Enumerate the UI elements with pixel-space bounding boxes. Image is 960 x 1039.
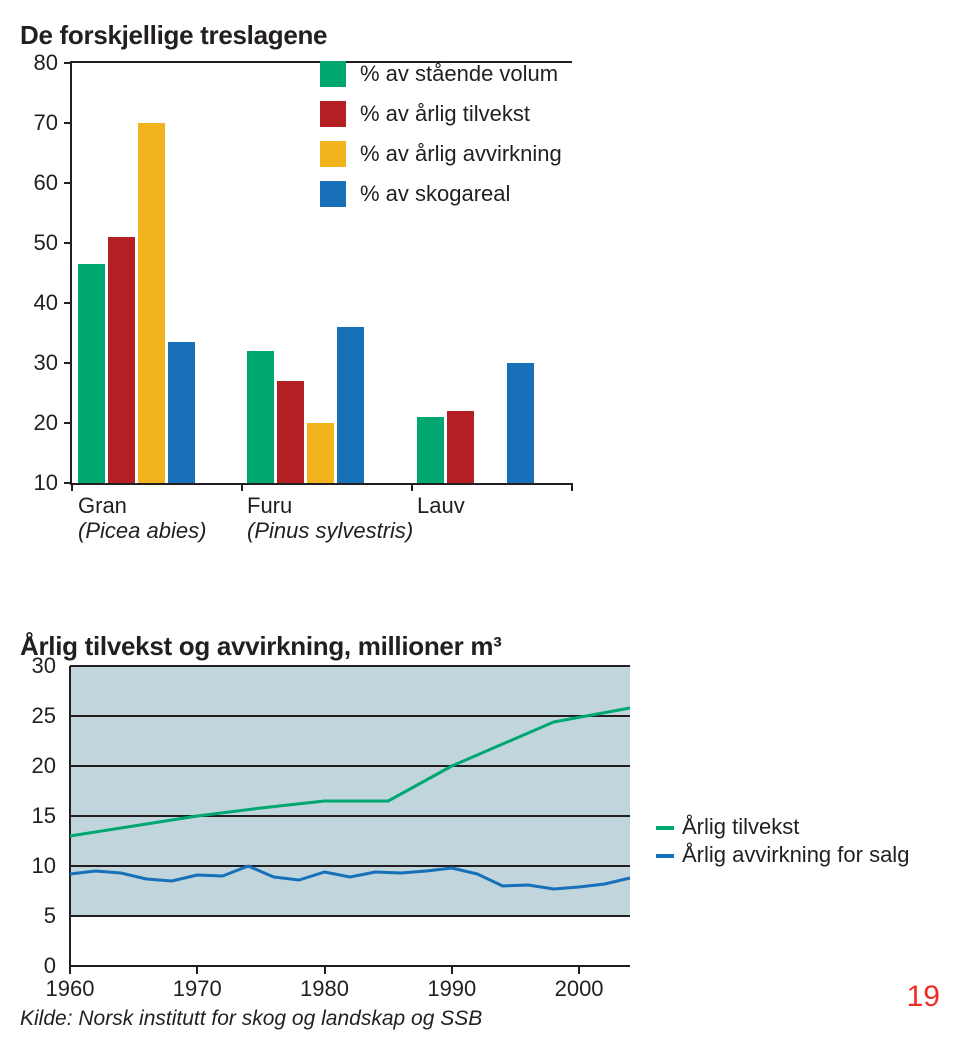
bar-category-label: Furu(Pinus sylvestris) [247, 493, 413, 544]
legend-swatch [320, 61, 346, 87]
bar-chart-legend: % av stående volum % av årlig tilvekst % a… [320, 61, 562, 221]
bar-y-label: 10 [34, 472, 58, 494]
bar-gran-volum [78, 264, 105, 483]
series-avvirk [70, 866, 630, 889]
line-y-label: 20 [32, 755, 56, 777]
line-chart-legend: Årlig tilvekst Årlig avvirkning for salg [656, 814, 909, 870]
line-legend-label: Årlig avvirkning for salg [682, 842, 909, 867]
line-chart-plot-area: 05101520253019601970198019902000 [70, 666, 630, 966]
series-tilvekst [70, 708, 630, 836]
bar-chart-title: De forskjellige treslagene [20, 20, 930, 51]
bar-y-label: 60 [34, 172, 58, 194]
line-legend-label: Årlig tilvekst [682, 814, 799, 839]
line-chart-svg [70, 666, 630, 966]
bar-x-tick [411, 483, 413, 491]
bar-lauv-areal [507, 363, 534, 483]
bar-y-label: 80 [34, 52, 58, 74]
line-y-label: 30 [32, 655, 56, 677]
legend-swatch [320, 141, 346, 167]
bar-gran-areal [168, 342, 195, 483]
bar-y-label: 30 [34, 352, 58, 374]
legend-label: % av skogareal [360, 181, 510, 207]
bar-y-tick [64, 182, 72, 184]
bar-category-label: Gran(Picea abies) [78, 493, 206, 544]
legend-swatch [320, 181, 346, 207]
source-caption: Kilde: Norsk institutt for skog og lands… [20, 1007, 482, 1031]
bar-chart: 1020304050607080Gran(Picea abies)Furu(Pi… [20, 61, 930, 531]
bar-x-tick [241, 483, 243, 491]
line-x-tick [324, 966, 326, 974]
bar-y-label: 50 [34, 232, 58, 254]
bar-gran-avvirk [138, 123, 165, 483]
line-x-label: 2000 [555, 976, 604, 1002]
bar-lauv-volum [417, 417, 444, 483]
legend-item-avvirk: % av årlig avvirkning [320, 141, 562, 167]
line-legend-dash [656, 854, 674, 858]
line-chart: 05101520253019601970198019902000 Årlig t… [20, 666, 930, 1016]
bar-x-tick [571, 483, 573, 491]
bar-y-tick [64, 62, 72, 64]
line-y-label: 25 [32, 705, 56, 727]
bar-x-tick [71, 483, 73, 491]
bar-y-tick [64, 122, 72, 124]
legend-label: % av årlig avvirkning [360, 141, 562, 167]
legend-item-volum: % av stående volum [320, 61, 562, 87]
line-x-tick [578, 966, 580, 974]
bar-y-label: 40 [34, 292, 58, 314]
bar-furu-avvirk [307, 423, 334, 483]
line-x-tick [196, 966, 198, 974]
bar-y-label: 70 [34, 112, 58, 134]
bar-y-tick [64, 242, 72, 244]
legend-label: % av stående volum [360, 61, 558, 87]
bar-y-tick [64, 302, 72, 304]
bar-gran-tilvekst [108, 237, 135, 483]
bar-lauv-tilvekst [447, 411, 474, 483]
bar-category-label: Lauv [417, 493, 465, 518]
line-y-label: 5 [44, 905, 56, 927]
line-x-label: 1980 [300, 976, 349, 1002]
line-legend-dash [656, 826, 674, 830]
legend-item-tilvekst: % av årlig tilvekst [320, 101, 562, 127]
bar-furu-areal [337, 327, 364, 483]
bar-y-tick [64, 362, 72, 364]
line-y-label: 15 [32, 805, 56, 827]
line-x-label: 1990 [427, 976, 476, 1002]
legend-swatch [320, 101, 346, 127]
page-number: 19 [907, 980, 940, 1014]
line-x-tick [69, 966, 71, 974]
line-x-tick [451, 966, 453, 974]
legend-item-areal: % av skogareal [320, 181, 562, 207]
bar-furu-tilvekst [277, 381, 304, 483]
line-x-label: 1970 [173, 976, 222, 1002]
line-x-label: 1960 [46, 976, 95, 1002]
bar-y-tick [64, 422, 72, 424]
line-legend-item-tilvekst: Årlig tilvekst [656, 814, 909, 840]
bar-furu-volum [247, 351, 274, 483]
line-y-label: 0 [44, 955, 56, 977]
line-legend-item-avvirk: Årlig avvirkning for salg [656, 842, 909, 868]
line-chart-title: Årlig tilvekst og avvirkning, millioner … [20, 631, 930, 662]
bar-y-label: 20 [34, 412, 58, 434]
legend-label: % av årlig tilvekst [360, 101, 530, 127]
line-y-label: 10 [32, 855, 56, 877]
